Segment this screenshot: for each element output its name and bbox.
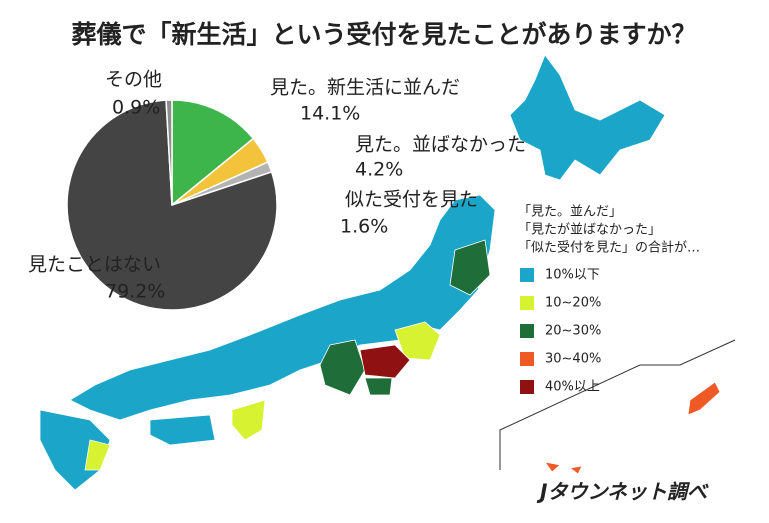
chart-title: 葬儀で「新生活」という受付を見たことがありますか？ bbox=[71, 20, 696, 49]
legend-title: 「見た。並んだ」 bbox=[518, 205, 622, 220]
hokkaido bbox=[509, 54, 666, 181]
slice-label: その他 bbox=[105, 69, 162, 91]
legend-title: 「見たが並ばなかった」 bbox=[518, 223, 661, 238]
slice-value: 1.6% bbox=[340, 216, 388, 238]
legend-swatch bbox=[520, 380, 534, 394]
slice-value: 14.1% bbox=[300, 103, 360, 125]
slice-label: 見たことはない bbox=[28, 254, 161, 276]
japan-map bbox=[39, 54, 736, 491]
slice-label: 見た。並ばなかった bbox=[355, 134, 526, 156]
shikoku bbox=[149, 414, 216, 446]
legend-label: 10~20% bbox=[545, 296, 601, 311]
slice-label: 似た受付を見た bbox=[345, 189, 478, 211]
prefecture bbox=[449, 239, 491, 296]
inset-border bbox=[499, 339, 736, 470]
pie-slice bbox=[171, 99, 255, 207]
slice-value: 4.2% bbox=[355, 159, 403, 181]
legend-swatch bbox=[520, 324, 534, 338]
legend-label: 20~30% bbox=[545, 324, 601, 339]
legend-label: 40%以上 bbox=[545, 380, 600, 395]
legend-swatch bbox=[520, 352, 534, 366]
slice-label: 見た。新生活に並んだ bbox=[270, 77, 460, 99]
prefecture bbox=[231, 399, 266, 441]
prefecture bbox=[84, 439, 111, 471]
honshu bbox=[69, 194, 496, 421]
okinawa bbox=[687, 381, 721, 416]
prefecture bbox=[364, 377, 393, 396]
legend-label: 10%以下 bbox=[545, 268, 600, 283]
pie-slice bbox=[165, 99, 173, 206]
legend-swatch bbox=[520, 296, 534, 310]
pie-slice bbox=[66, 99, 278, 311]
islands bbox=[544, 461, 583, 475]
slice-value: 79.2% bbox=[105, 281, 165, 303]
source: Jタウンネット調べ bbox=[536, 480, 709, 504]
legend-swatch bbox=[520, 268, 534, 282]
slice-value: 0.9% bbox=[112, 97, 160, 119]
legend-label: 30~40% bbox=[545, 352, 601, 367]
legend-title: 「似た受付を見た」の合計が… bbox=[518, 240, 700, 256]
prefecture bbox=[359, 344, 411, 379]
prefecture bbox=[319, 339, 366, 396]
